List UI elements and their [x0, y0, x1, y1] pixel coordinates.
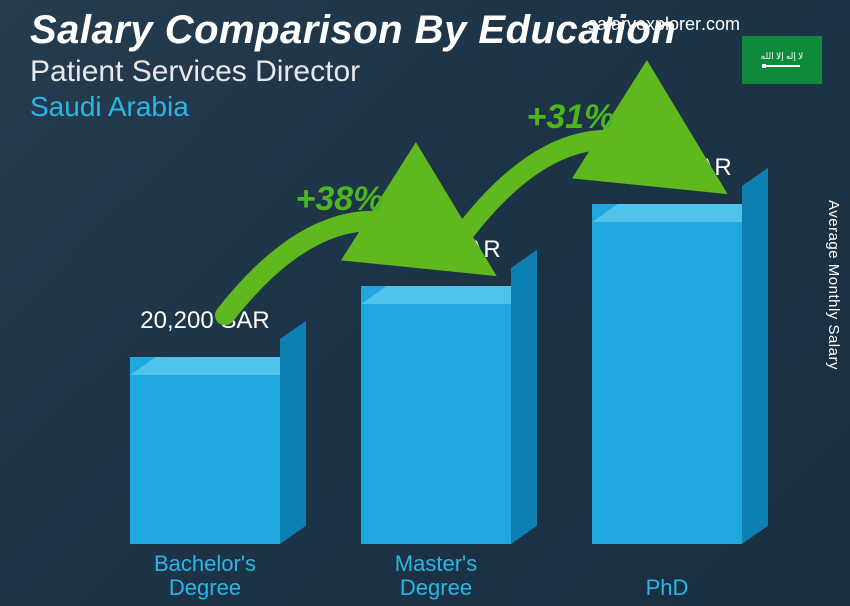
bar-chart: 20,200 SAR27,900 SAR36,700 SAR +38% +31%: [60, 144, 760, 544]
bar-side: [742, 168, 768, 544]
y-axis-label: Average Monthly Salary: [825, 200, 842, 370]
svg-text:لا إله إلا الله: لا إله إلا الله: [761, 51, 804, 62]
increase-arrow: [426, 62, 707, 279]
bar: 20,200 SAR: [130, 357, 280, 544]
bar-side: [511, 249, 537, 544]
category-label: Master'sDegree: [346, 552, 526, 600]
category-label: Bachelor'sDegree: [115, 552, 295, 600]
brand-suffix: .com: [701, 14, 740, 34]
increase-percent: +38%: [296, 180, 384, 219]
bar-front: [130, 357, 280, 544]
flag-icon: لا إله إلا الله: [742, 36, 822, 84]
bar-side: [280, 321, 306, 544]
brand-name: salaryexplorer: [588, 14, 701, 34]
category-axis: Bachelor'sDegree Master'sDegree PhD: [60, 550, 760, 600]
brand-label: salaryexplorer.com: [588, 14, 740, 35]
category-label: PhD: [577, 576, 757, 600]
increase-percent: +31%: [527, 98, 615, 137]
